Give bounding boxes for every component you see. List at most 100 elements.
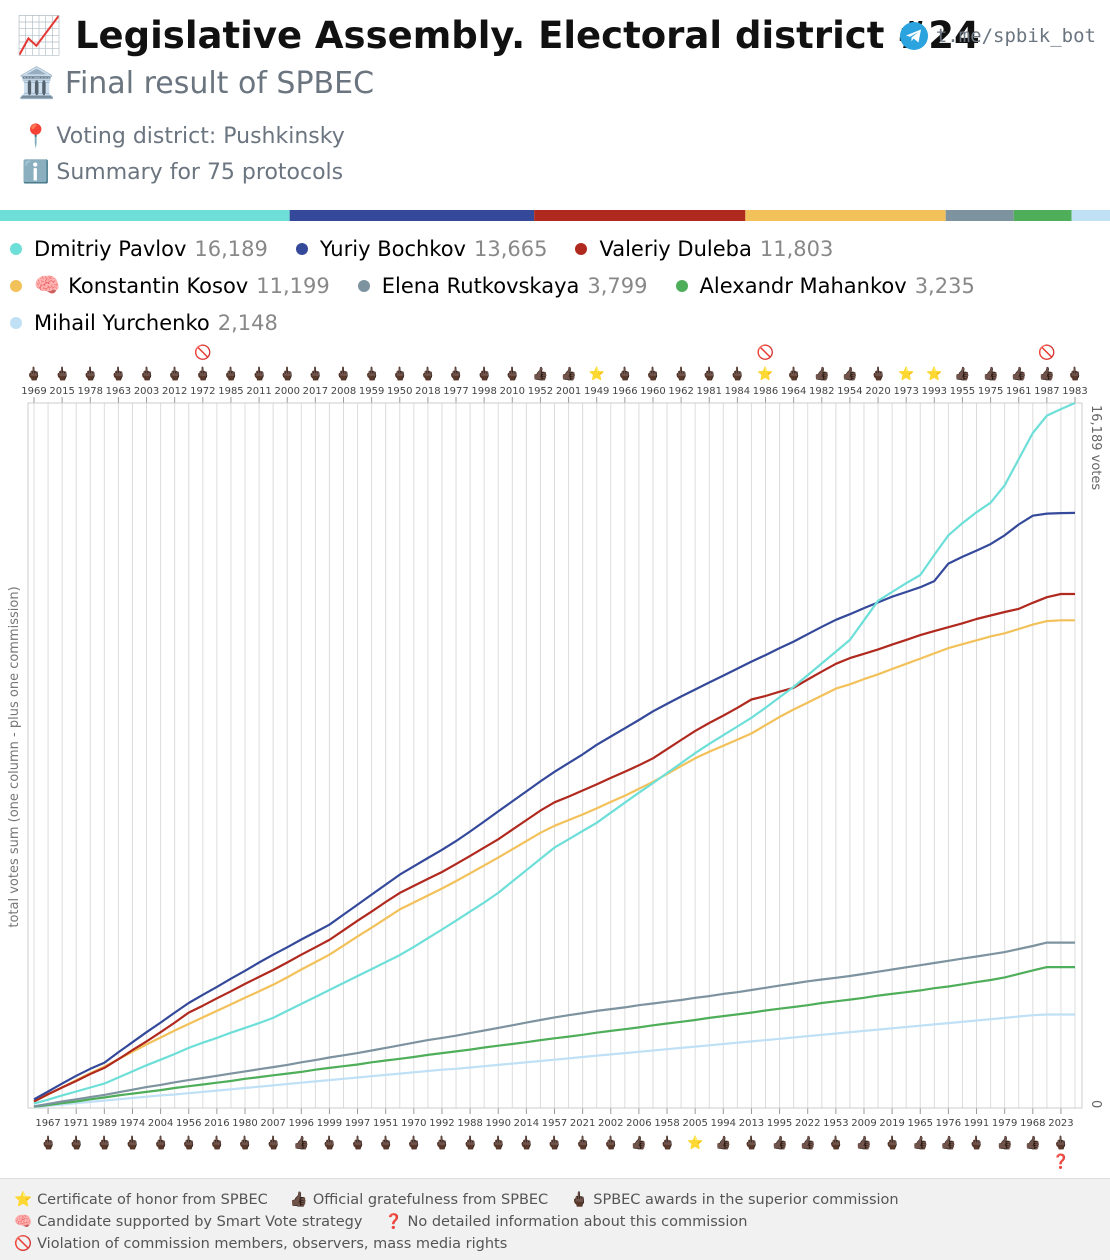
x-tick-label: 1966 [612, 386, 637, 397]
x-tick-label: 2012 [162, 386, 187, 397]
footnote-text: SPBEC awards in the superior commission [593, 1192, 899, 1208]
award-icon: 🖕🏿 [490, 1135, 506, 1151]
subtitle: 🏛️ Final result of SPBEC [18, 66, 375, 101]
x-tick-label: 2003 [134, 386, 159, 397]
bot-link[interactable]: t.me/spbik_bot [899, 22, 1096, 50]
legend-swatch [10, 242, 22, 255]
award-icon: 👍🏿 [560, 366, 576, 382]
series-line [33, 966, 1075, 1108]
x-tick-label: 1992 [429, 1118, 454, 1129]
award-icon: 🖕🏿 [448, 366, 464, 382]
legend-name: Valeriy Duleba [599, 236, 752, 261]
footnote-text: No detailed information about this commi… [407, 1214, 748, 1230]
legend-item: Yuriy Bochkov 13,665 [295, 234, 547, 263]
award-icon: 🖕🏿 [1053, 1135, 1069, 1151]
award-icon: 🖕🏿 [392, 366, 408, 382]
footnote: 🧠 Candidate supported by Smart Vote strat… [14, 1211, 362, 1233]
award-icon: 👍🏿 [1011, 366, 1027, 382]
x-tick-label: 2002 [598, 1118, 623, 1129]
y-tick-label: 16,189 votes [1088, 405, 1103, 490]
y-tick-label: 0 [1088, 1100, 1103, 1108]
award-icon: 🖕🏿 [603, 1135, 619, 1151]
x-tick-label: 1950 [387, 386, 412, 397]
x-tick-label: 1991 [964, 1118, 989, 1129]
footnote-row: 🧠 Candidate supported by Smart Vote strat… [14, 1211, 1110, 1233]
award-icon: 🖕🏿 [673, 366, 689, 382]
x-tick-label: 2008 [331, 386, 356, 397]
series-line [33, 511, 1076, 1101]
x-tick-label: 1999 [317, 1118, 342, 1129]
award-icon: 🖕🏿 [40, 1135, 56, 1151]
series-line [33, 592, 1075, 1103]
award-icon: 🖕🏿 [546, 1135, 562, 1151]
award-icon: 👍🏿 [940, 1135, 956, 1151]
award-icon: 🖕🏿 [504, 366, 520, 382]
x-tick-label: 2010 [500, 386, 525, 397]
x-tick-label: 1970 [401, 1118, 426, 1129]
x-tick-label: 1952 [528, 386, 553, 397]
footnote-row: 🚫 Violation of commission members, observ… [14, 1233, 1110, 1255]
award-icon: 🖕🏿 [828, 1135, 844, 1151]
footnote-icon: 🖕🏿 [570, 1192, 589, 1208]
legend-total: 3,799 [587, 273, 648, 298]
award-icon: 🖕🏿 [110, 366, 126, 382]
x-tick-label: 1964 [781, 386, 806, 397]
x-tick-label: 1984 [725, 386, 750, 397]
award-icon: 🖕🏿 [462, 1135, 478, 1151]
x-tick-label: 2019 [879, 1118, 904, 1129]
legend-item: 🧠 Konstantin Kosov 11,199 [10, 271, 330, 300]
award-icon: 🖕🏿 [349, 1135, 365, 1151]
x-tick-label: 1969 [21, 386, 46, 397]
legend-swatch [575, 242, 588, 255]
footnote-icon: ❓ [384, 1214, 403, 1230]
legend-name: Yuriy Bochkov [319, 236, 466, 261]
footnote-icon: ⭐ [14, 1192, 33, 1208]
bot-text[interactable]: t.me/spbik_bot [935, 25, 1096, 47]
x-tick-label: 1961 [1006, 386, 1031, 397]
award-icon: 🖕🏿 [645, 366, 661, 382]
x-tick-label: 1978 [78, 386, 103, 397]
award-icon: 🖕🏿 [54, 366, 70, 382]
x-tick-label: 1968 [1020, 1118, 1045, 1129]
district: 📍 Voting district: Pushkinsky [22, 124, 345, 149]
x-tick-label: 1973 [893, 386, 918, 397]
footnote-icon: 👍🏿 [289, 1192, 308, 1208]
legend-total: 11,803 [759, 236, 834, 261]
footer: ⭐ Certificate of honor from SPBEC 👍🏿 Offici… [0, 1178, 1110, 1260]
award-icon: ⭐ [757, 366, 773, 382]
commission-flag: 🚫 [194, 344, 211, 361]
x-tick-label: 1985 [218, 386, 243, 397]
x-tick-label: 2005 [682, 1118, 707, 1129]
series-line [33, 1013, 1075, 1109]
x-tick-label: 1972 [190, 386, 215, 397]
award-icon: 👍🏿 [293, 1135, 309, 1151]
legend-swatch [675, 279, 688, 292]
x-tick-label: 2017 [303, 386, 328, 397]
x-tick-label: 1994 [711, 1118, 736, 1129]
x-tick-label: 1983 [1062, 386, 1087, 397]
award-icon: 🖕🏿 [82, 366, 98, 382]
footnote-text: Violation of commission members, observe… [37, 1236, 508, 1252]
x-tick-label: 1951 [373, 1118, 398, 1129]
x-tick-label: 1981 [697, 386, 722, 397]
award-icon: 🖕🏿 [518, 1135, 534, 1151]
award-icon: 🖕🏿 [96, 1135, 112, 1151]
legend-swatch [357, 279, 370, 292]
award-icon: 👍🏿 [912, 1135, 928, 1151]
footnote-text: Certificate of honor from SPBEC [37, 1192, 268, 1208]
award-icon: ⭐ [687, 1135, 703, 1151]
award-icon: 👍🏿 [814, 366, 830, 382]
award-icon: 🖕🏿 [884, 1135, 900, 1151]
award-icon: 🖕🏿 [968, 1135, 984, 1151]
x-tick-label: 1996 [289, 1118, 314, 1129]
legend-name: Elena Rutkovskaya [381, 273, 580, 298]
legend-swatch [295, 242, 308, 255]
share-bar [1013, 210, 1072, 221]
footnote-row: ⭐ Certificate of honor from SPBEC 👍🏿 Offici… [14, 1189, 1110, 1211]
legend-item: Elena Rutkovskaya 3,799 [357, 271, 648, 300]
legend-swatch [10, 316, 22, 329]
series-line [33, 941, 1075, 1108]
x-tick-label: 1977 [443, 386, 468, 397]
x-tick-label: 1982 [809, 386, 834, 397]
